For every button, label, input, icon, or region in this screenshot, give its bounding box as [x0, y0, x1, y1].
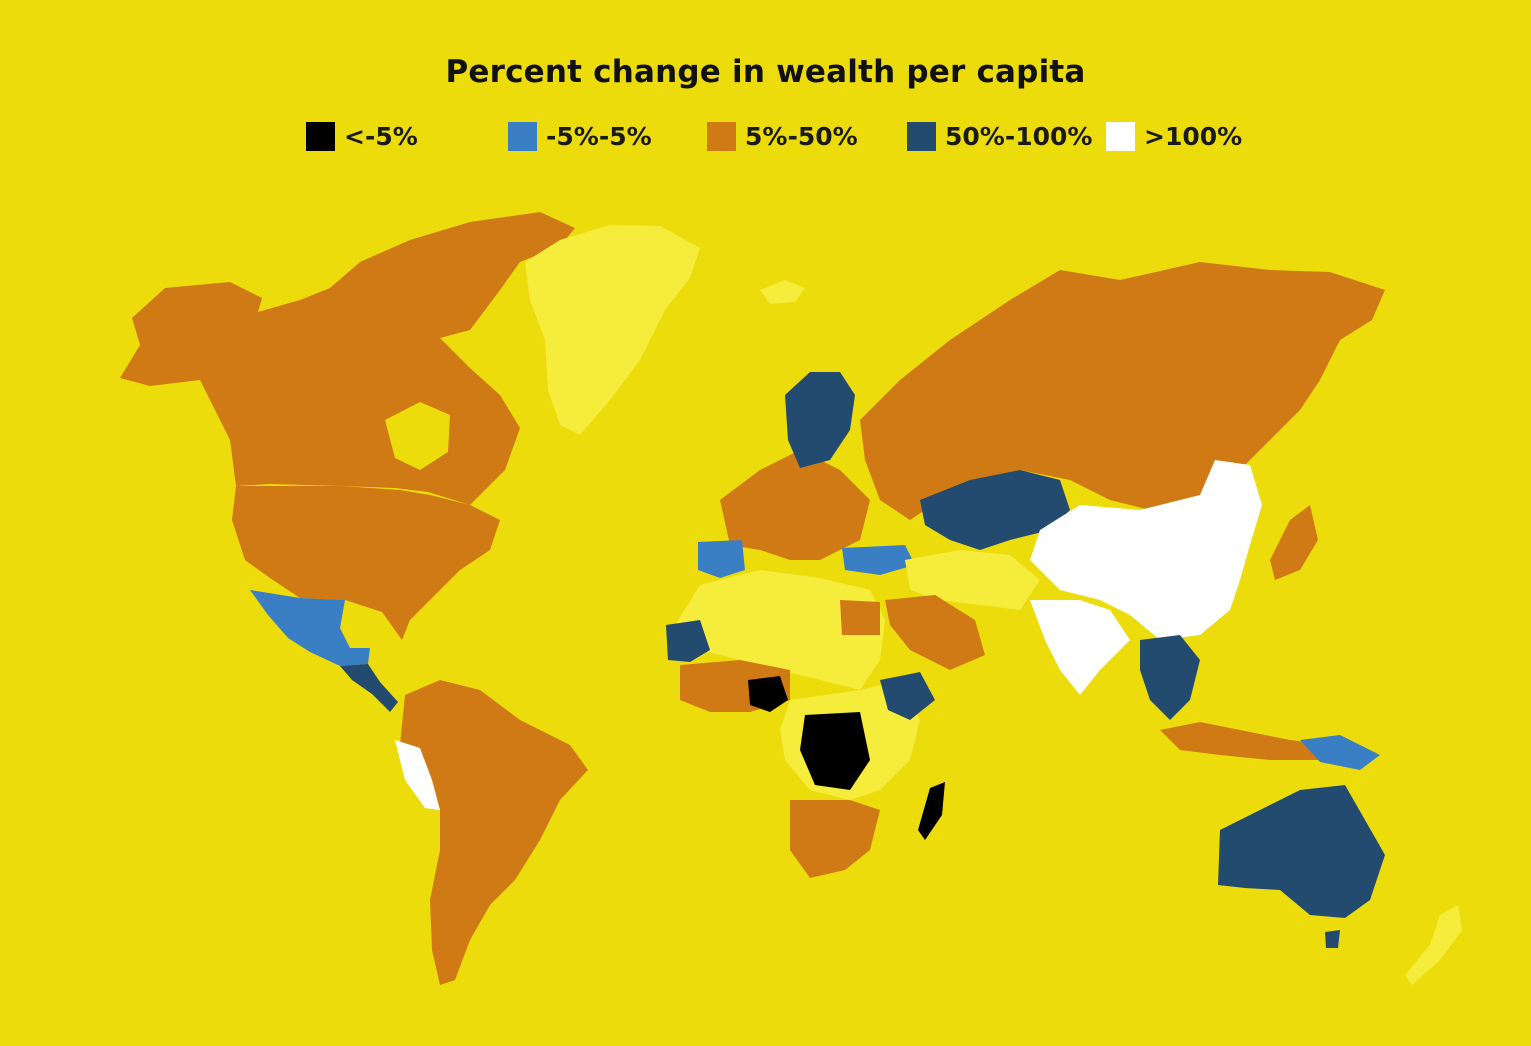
region-madagascar: [918, 782, 945, 840]
legend-label-decrease: <-5%: [344, 121, 418, 151]
legend: <-5% -5%-5% 5%-50% 50%-100% >100%: [0, 116, 1531, 156]
legend-swatch-very-high: [1106, 121, 1135, 151]
legend-item-flat: -5%-5%: [508, 116, 652, 156]
legend-label-flat: -5%-5%: [546, 121, 652, 151]
region-south-america: [400, 680, 588, 985]
region-new-guinea: [1300, 735, 1380, 770]
region-southern-africa: [790, 800, 880, 878]
region-united-states: [232, 486, 500, 640]
hudson-bay: [385, 402, 450, 470]
legend-swatch-flat: [508, 121, 537, 151]
region-nigeria: [748, 676, 788, 712]
region-india: [1030, 600, 1130, 695]
region-europe: [720, 450, 870, 560]
legend-item-high: 50%-100%: [907, 116, 1092, 156]
region-central-america: [340, 664, 398, 712]
region-iceland: [760, 280, 805, 304]
legend-swatch-moderate: [707, 121, 736, 151]
legend-label-moderate: 5%-50%: [745, 121, 858, 151]
legend-swatch-high: [907, 121, 936, 151]
legend-item-decrease: <-5%: [306, 116, 418, 156]
region-egypt: [840, 600, 880, 635]
region-canada: [120, 212, 575, 505]
region-dr-congo: [800, 712, 870, 790]
region-middle-east: [905, 550, 1040, 610]
region-spain: [698, 540, 745, 578]
region-ethiopia: [880, 672, 935, 720]
region-scandinavia: [785, 372, 855, 468]
region-china: [1030, 460, 1262, 640]
legend-item-very-high: >100%: [1106, 116, 1242, 156]
region-saudi-arabia: [885, 595, 985, 670]
region-indonesia: [1160, 722, 1330, 760]
region-turkey: [842, 545, 915, 575]
region-tasmania: [1325, 930, 1340, 948]
region-russia: [860, 262, 1385, 520]
region-japan: [1270, 505, 1318, 580]
legend-swatch-decrease: [306, 121, 335, 151]
region-greenland: [525, 225, 700, 435]
legend-label-high: 50%-100%: [945, 121, 1093, 151]
region-mauritania: [666, 620, 710, 662]
region-mexico: [250, 590, 370, 666]
map-title: Percent change in wealth per capita: [445, 54, 1086, 90]
region-north-africa: [672, 570, 885, 690]
region-kazakhstan: [920, 470, 1070, 550]
legend-item-moderate: 5%-50%: [707, 116, 858, 156]
region-new-zealand: [1405, 905, 1462, 985]
region-australia: [1218, 785, 1385, 918]
region-se-asia: [1140, 635, 1200, 720]
legend-label-very-high: >100%: [1144, 121, 1243, 151]
region-peru: [395, 740, 440, 810]
